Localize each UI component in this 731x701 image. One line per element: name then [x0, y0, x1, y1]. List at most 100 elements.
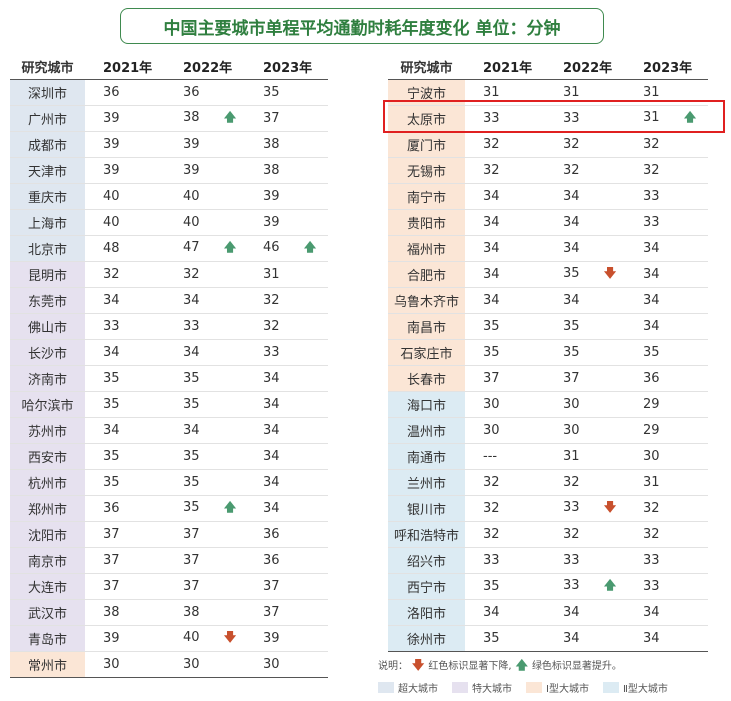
value-2023-value: 33	[643, 215, 660, 230]
city-cell: 东莞市	[10, 287, 85, 314]
value-2023-value: 33	[643, 579, 660, 594]
value-2023: 30	[625, 443, 708, 470]
value-2022: 37	[545, 365, 625, 392]
table-row: 重庆市 40 40 39	[10, 183, 328, 210]
value-2022-value: 38	[183, 605, 200, 620]
value-2023-value: 31	[643, 110, 660, 125]
value-2022-value: 34	[183, 293, 200, 308]
value-2023: 34	[625, 261, 708, 288]
value-2022-value: 33	[563, 578, 580, 593]
city-cell: 海口市	[388, 391, 465, 418]
value-2022-value: 34	[183, 345, 200, 360]
value-2021: 39	[85, 157, 165, 184]
value-2021: 37	[85, 521, 165, 548]
value-2021: 32	[465, 495, 545, 522]
value-2022: 40	[165, 209, 245, 236]
city-cell: 绍兴市	[388, 547, 465, 574]
table-row: 大连市 37 37 37	[10, 573, 328, 600]
value-2023-value: 39	[263, 631, 280, 646]
value-2021: 34	[465, 183, 545, 210]
value-2023: 34	[625, 313, 708, 340]
table-row: 洛阳市 34 34 34	[388, 599, 708, 626]
city-cell: 郑州市	[10, 495, 85, 522]
value-2022-value: 34	[563, 293, 580, 308]
value-2022-value: 34	[183, 423, 200, 438]
value-2022: 33	[165, 313, 245, 340]
value-2022: 30	[545, 417, 625, 444]
value-2023: 33	[625, 183, 708, 210]
value-2023: 32	[625, 157, 708, 184]
value-2021-value: 48	[103, 241, 120, 256]
value-2023-value: 46	[263, 240, 280, 255]
value-2021-value: 32	[483, 501, 500, 516]
table-row: 杭州市 35 35 34	[10, 469, 328, 496]
value-2023: 33	[245, 339, 328, 366]
table-row: 武汉市 38 38 37	[10, 599, 328, 626]
header-2022: 2022年	[545, 53, 625, 80]
value-2021-value: 34	[103, 423, 120, 438]
value-2023-value: 35	[263, 85, 280, 100]
value-2021-value: 37	[103, 553, 120, 568]
value-2021: 35	[85, 365, 165, 392]
value-2021-value: 34	[483, 215, 500, 230]
value-2021: 48	[85, 235, 165, 262]
value-2023: 35	[245, 79, 328, 106]
value-2022: 30	[545, 391, 625, 418]
value-2022: 32	[545, 157, 625, 184]
value-2022-value: 32	[563, 137, 580, 152]
value-2023: 35	[625, 339, 708, 366]
value-2023-value: 34	[643, 267, 660, 282]
value-2021: 32	[465, 157, 545, 184]
table-row: 无锡市 32 32 32	[388, 157, 708, 184]
value-2021-value: 37	[103, 527, 120, 542]
value-2022-value: 33	[563, 553, 580, 568]
value-2022-value: 34	[563, 605, 580, 620]
value-2022: 35 🡇	[545, 261, 625, 288]
legend-item: Ⅰ型大城市	[526, 680, 589, 695]
table-row: 天津市 39 39 38	[10, 157, 328, 184]
value-2021: 39	[85, 131, 165, 158]
city-cell: 苏州市	[10, 417, 85, 444]
value-2022-value: 31	[563, 449, 580, 464]
value-2021: 35	[465, 313, 545, 340]
value-2021: 32	[465, 469, 545, 496]
table-row: 温州市 30 30 29	[388, 417, 708, 444]
value-2021-value: 32	[483, 527, 500, 542]
value-2022: 34	[165, 339, 245, 366]
value-2022-value: 36	[183, 85, 200, 100]
value-2021-value: 33	[483, 553, 500, 568]
value-2022-value: 39	[183, 137, 200, 152]
arrow-up-icon: 🡅	[223, 240, 237, 254]
table-row: 青岛市 39 40 🡇 39	[10, 625, 328, 652]
value-2022: 34	[545, 235, 625, 262]
value-2022: 37	[165, 573, 245, 600]
header-2021: 2021年	[465, 53, 545, 80]
header-2023: 2023年	[245, 53, 328, 80]
value-2023-value: 34	[643, 631, 660, 646]
value-2021-value: 35	[483, 579, 500, 594]
value-2023-value: 29	[643, 397, 660, 412]
arrow-up-icon: 🡅	[303, 240, 317, 254]
value-2022-value: 35	[183, 371, 200, 386]
value-2021-value: 39	[103, 137, 120, 152]
value-2023-value: 34	[643, 241, 660, 256]
value-2023: 36	[245, 521, 328, 548]
table-row: 成都市 39 39 38	[10, 131, 328, 158]
value-2022-value: 32	[563, 163, 580, 178]
city-cell: 青岛市	[10, 625, 85, 652]
value-2023-value: 32	[643, 137, 660, 152]
value-2021: 37	[85, 573, 165, 600]
city-cell: 徐州市	[388, 625, 465, 652]
table-row: 苏州市 34 34 34	[10, 417, 328, 444]
header-2021: 2021年	[85, 53, 165, 80]
value-2023-value: 38	[263, 163, 280, 178]
table-row: 南京市 37 37 36	[10, 547, 328, 574]
table-row: 南宁市 34 34 33	[388, 183, 708, 210]
arrow-down-icon: 🡇	[603, 500, 617, 514]
arrow-down-icon: 🡇	[603, 266, 617, 280]
value-2023-value: 32	[643, 501, 660, 516]
table-row: 济南市 35 35 34	[10, 365, 328, 392]
city-cell: 成都市	[10, 131, 85, 158]
legend-item: 超大城市	[378, 680, 438, 695]
value-2021: 34	[85, 417, 165, 444]
